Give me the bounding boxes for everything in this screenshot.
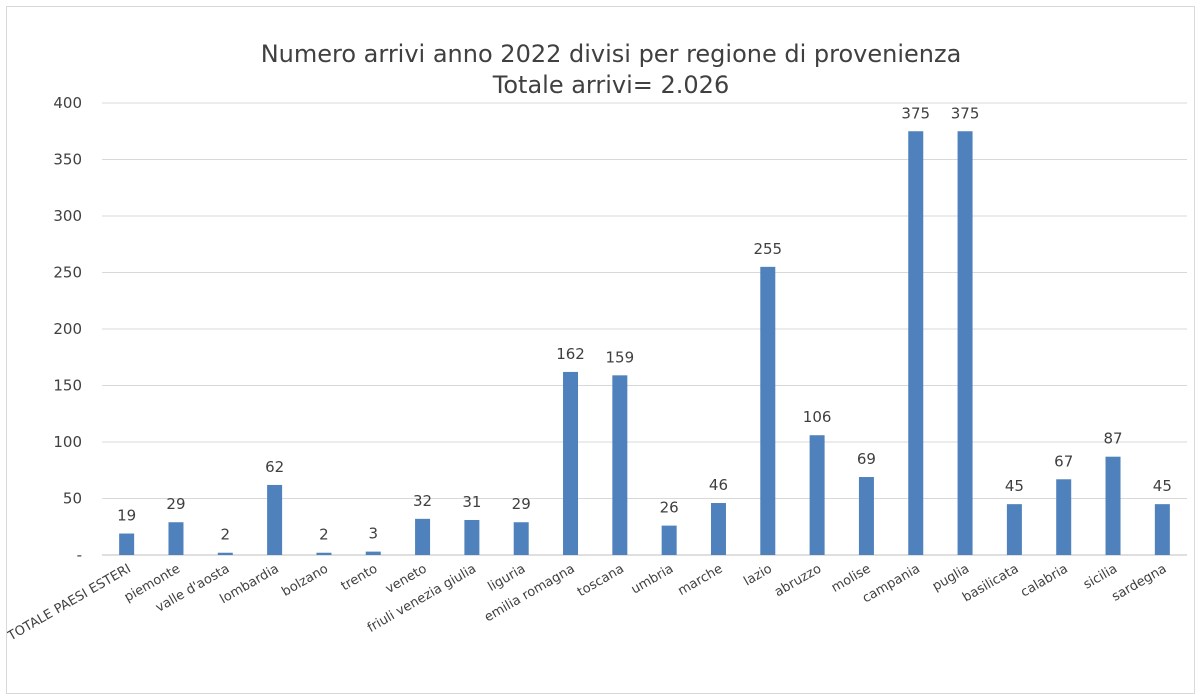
- bar: [316, 552, 332, 555]
- bar: [1105, 456, 1121, 555]
- chart-title: Numero arrivi anno 2022 divisi per regio…: [261, 40, 962, 68]
- data-label: 46: [709, 476, 728, 494]
- bar: [168, 522, 184, 555]
- data-label: 2: [319, 526, 329, 544]
- y-tick-label: 100: [53, 433, 82, 451]
- bar: [661, 525, 677, 555]
- data-label: 69: [857, 450, 876, 468]
- y-tick-label: 150: [53, 377, 82, 395]
- data-label: 62: [265, 458, 284, 476]
- x-tick-label: sardegna: [1109, 561, 1169, 604]
- bars: [119, 131, 1170, 555]
- data-label: 106: [803, 408, 832, 426]
- y-tick-label: 50: [63, 490, 82, 508]
- bar: [957, 131, 973, 555]
- y-axis-ticks: - 50 100 150 200 250 300 350 400: [53, 94, 82, 564]
- chart-subtitle: Totale arrivi= 2.026: [492, 71, 729, 99]
- x-tick-label: trento: [339, 561, 381, 594]
- bar: [464, 519, 480, 555]
- bar: [217, 552, 233, 555]
- x-tick-label: TOTALE PAESI ESTERI: [7, 561, 134, 644]
- data-label: 255: [753, 240, 782, 258]
- y-tick-label: -: [77, 546, 82, 564]
- bar: [612, 375, 628, 555]
- bar: [119, 533, 135, 555]
- y-tick-label: 200: [53, 320, 82, 338]
- bar: [563, 371, 579, 555]
- y-tick-label: 350: [53, 151, 82, 169]
- data-label: 45: [1005, 477, 1024, 495]
- y-tick-label: 250: [53, 264, 82, 282]
- bar: [1006, 504, 1022, 555]
- bar: [809, 435, 825, 555]
- bar: [760, 266, 776, 555]
- data-label: 2: [221, 526, 231, 544]
- bar: [908, 131, 924, 555]
- x-tick-label: abruzzo: [772, 561, 824, 600]
- data-label: 32: [413, 492, 432, 510]
- y-tick-label: 400: [53, 94, 82, 112]
- data-label: 375: [901, 104, 930, 122]
- y-tick-label: 300: [53, 207, 82, 225]
- x-tick-label: bolzano: [279, 561, 331, 599]
- data-label: 29: [166, 495, 185, 513]
- bar: [1154, 504, 1170, 555]
- x-tick-label: emilia romagna: [482, 561, 578, 625]
- data-label: 29: [512, 495, 531, 513]
- chart-area: Numero arrivi anno 2022 divisi per regio…: [6, 6, 1195, 694]
- data-label: 87: [1103, 430, 1122, 448]
- data-label: 45: [1153, 477, 1172, 495]
- bar: [415, 518, 431, 555]
- bar: [267, 484, 283, 555]
- data-label: 375: [951, 104, 980, 122]
- bar-chart: Numero arrivi anno 2022 divisi per regio…: [7, 40, 1187, 645]
- x-tick-label: toscana: [575, 561, 627, 600]
- bar: [858, 477, 874, 555]
- data-label: 3: [368, 525, 378, 543]
- data-label: 19: [117, 507, 136, 525]
- data-label: 159: [606, 348, 635, 366]
- x-tick-label: basilicata: [960, 561, 1021, 605]
- data-label: 31: [462, 493, 481, 511]
- x-tick-label: marche: [675, 561, 725, 599]
- bar: [710, 503, 726, 555]
- x-tick-label: umbria: [629, 561, 676, 597]
- bar: [1056, 479, 1072, 555]
- bar: [513, 522, 529, 555]
- data-label: 67: [1054, 452, 1073, 470]
- data-label: 162: [556, 345, 585, 363]
- data-label: 26: [660, 499, 679, 517]
- x-tick-label: calabria: [1018, 561, 1070, 600]
- bar: [365, 551, 381, 555]
- gridlines: [102, 102, 1187, 556]
- data-labels: 19 29 2 62 2 3 32 31 29 162 159 26 46 255 106 69 375 375 4…: [117, 104, 1172, 543]
- x-tick-label: lazio: [741, 561, 774, 589]
